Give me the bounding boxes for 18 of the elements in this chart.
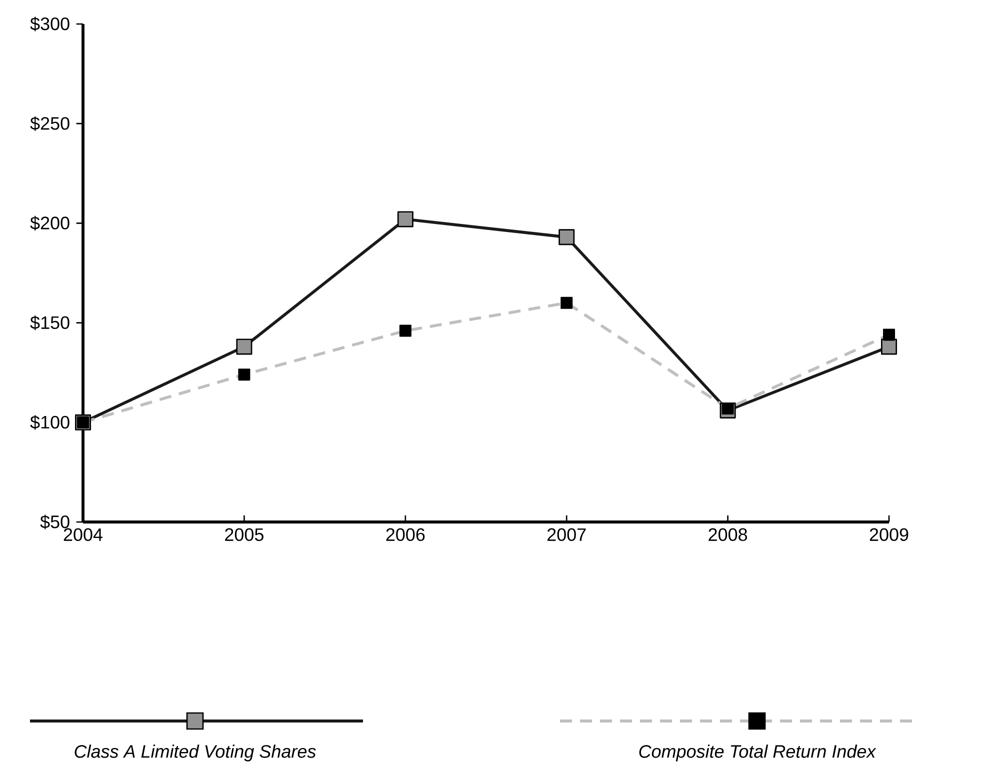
point	[397, 211, 414, 228]
x-tick-label: 2004	[64, 528, 102, 541]
point	[558, 229, 575, 246]
y-tick-label: $250	[30, 116, 70, 131]
x-tick-label: 2006	[386, 528, 425, 541]
x-tick-label: 2008	[708, 528, 748, 541]
legend-label: Class A Limited Voting Shares	[74, 744, 316, 762]
point	[236, 338, 252, 355]
x-tick-label: 2009	[870, 528, 908, 541]
y-tick-label: $200	[30, 216, 70, 230]
point	[881, 338, 898, 355]
y-tick-label: $300	[30, 16, 70, 32]
y-tick-label: $150	[30, 316, 70, 330]
y-tick-label: $100	[30, 415, 70, 430]
x-tick-label: 2007	[547, 528, 586, 541]
y-tick-label: $50	[40, 514, 70, 530]
x-tick-label: 2005	[225, 528, 264, 541]
legend-label: Composite Total Return Index	[639, 744, 876, 762]
